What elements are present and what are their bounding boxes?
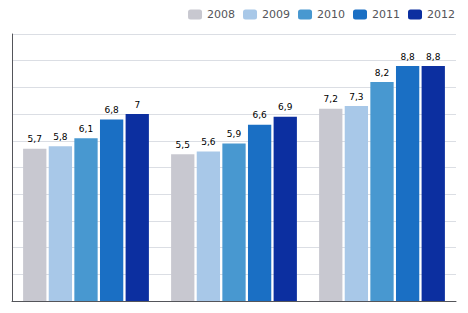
- svg-text:2012: 2012: [427, 8, 455, 21]
- svg-text:2009: 2009: [262, 8, 290, 21]
- svg-text:8,2: 8,2: [375, 68, 389, 78]
- svg-text:6,9: 6,9: [278, 102, 293, 112]
- svg-text:2011: 2011: [372, 8, 400, 21]
- svg-text:6,1: 6,1: [79, 124, 93, 134]
- svg-text:8,8: 8,8: [400, 52, 415, 62]
- svg-text:5,6: 5,6: [201, 137, 216, 147]
- svg-text:5,7: 5,7: [28, 134, 42, 144]
- svg-text:6,6: 6,6: [252, 110, 267, 120]
- svg-text:2008: 2008: [207, 8, 235, 21]
- svg-text:2010: 2010: [317, 8, 345, 21]
- svg-text:5,8: 5,8: [53, 132, 68, 142]
- svg-text:7,3: 7,3: [349, 92, 363, 102]
- svg-text:7: 7: [134, 100, 140, 110]
- svg-text:5,5: 5,5: [176, 140, 190, 150]
- svg-text:8,8: 8,8: [426, 52, 441, 62]
- svg-text:5,9: 5,9: [227, 129, 242, 139]
- svg-text:7,2: 7,2: [324, 94, 338, 104]
- svg-text:6,8: 6,8: [104, 105, 119, 115]
